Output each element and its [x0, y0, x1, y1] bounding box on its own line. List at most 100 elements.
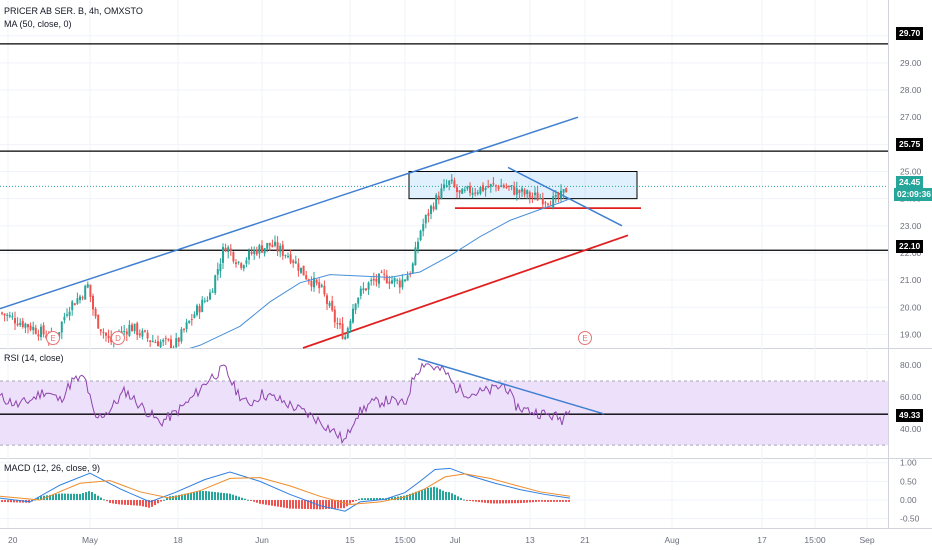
candle-body — [383, 273, 386, 275]
macd-histogram-bar — [184, 493, 186, 501]
candle-body — [359, 288, 362, 296]
macd-histogram-bar — [487, 500, 489, 504]
macd-histogram-bar — [70, 493, 72, 501]
macd-histogram-bar — [361, 498, 363, 501]
macd-histogram-bar — [511, 500, 513, 504]
rsi-band — [0, 381, 888, 446]
macd-histogram-bar — [559, 500, 561, 502]
macd-histogram-bar — [367, 498, 369, 501]
candle-body — [32, 326, 35, 331]
event-marker-label: E — [582, 334, 587, 343]
time-tick-label: Jul — [450, 535, 461, 545]
candle-body — [372, 278, 375, 281]
macd-histogram-bar — [403, 495, 405, 501]
candle-body — [86, 284, 89, 288]
macd-histogram-bar — [427, 487, 429, 501]
candle-body — [68, 311, 71, 316]
macd-histogram-bar — [139, 500, 141, 506]
candle-body — [479, 187, 482, 194]
level-badge-22-10: 22.10 — [896, 240, 924, 253]
macd-histogram-bar — [16, 500, 18, 503]
candle-body — [500, 185, 503, 188]
macd-histogram-bar — [82, 493, 84, 501]
macd-histogram-bar — [433, 486, 435, 501]
macd-histogram-bar — [142, 500, 144, 507]
rsi-tick-label: 60.00 — [900, 392, 922, 402]
macd-histogram-bar — [481, 500, 483, 503]
candle-body — [201, 299, 204, 312]
candle-body — [487, 186, 490, 188]
macd-histogram-bar — [247, 499, 249, 501]
macd-histogram-bar — [148, 500, 150, 508]
macd-histogram-bar — [13, 500, 15, 503]
macd-histogram-bar — [97, 495, 99, 501]
macd-histogram-bar — [448, 492, 450, 501]
macd-histogram-bar — [508, 500, 510, 504]
macd-histogram-bar — [19, 500, 21, 503]
macd-histogram-bar — [208, 491, 210, 501]
macd-line — [0, 467, 571, 512]
candle-body — [29, 325, 32, 330]
candle-body — [92, 296, 94, 310]
macd-histogram-bar — [61, 493, 63, 501]
signal-line — [0, 473, 571, 506]
macd-tick-label: 1.00 — [900, 458, 917, 468]
candle-body — [71, 301, 74, 311]
candle-body — [388, 281, 391, 284]
macd-histogram-bar — [253, 500, 255, 502]
macd-histogram-bar — [424, 488, 426, 501]
macd-histogram-bar — [211, 491, 213, 501]
macd-histogram-bar — [337, 500, 339, 509]
price-tick-label: 20.00 — [900, 302, 922, 312]
macd-histogram-bar — [115, 500, 117, 504]
descending-trendline — [507, 166, 623, 227]
time-tick-label: Sep — [859, 535, 874, 545]
macd-histogram-bar — [85, 492, 87, 501]
candle-body — [193, 314, 196, 318]
price-tick-label: 27.00 — [900, 112, 922, 122]
event-marker-label: D — [115, 334, 121, 343]
candle-body — [315, 279, 318, 284]
candle-body — [211, 291, 214, 293]
candle-body — [417, 241, 419, 249]
time-tick-label: 17 — [757, 535, 767, 545]
candle-body — [170, 339, 172, 348]
macd-histogram-bar — [502, 500, 504, 504]
macd-histogram-bar — [196, 491, 198, 501]
candle-body — [453, 180, 456, 187]
candle-body — [341, 323, 344, 339]
candle-body — [456, 187, 458, 192]
macd-histogram-bar — [262, 500, 264, 505]
macd-histogram-bar — [283, 500, 285, 508]
candle-body — [396, 279, 399, 281]
candle-body — [336, 323, 339, 325]
time-tick-label: 15:00 — [804, 535, 826, 545]
candle-body — [297, 263, 300, 271]
candle-body — [391, 280, 393, 284]
candle-body — [149, 340, 152, 342]
macd-histogram-bar — [517, 500, 519, 504]
candle-body — [235, 262, 237, 265]
candle-body — [222, 247, 224, 263]
candle-body — [560, 190, 562, 199]
macd-histogram-bar — [265, 500, 267, 505]
candle-body — [482, 185, 484, 191]
candle-body — [466, 186, 469, 189]
candle-body — [123, 330, 126, 332]
macd-histogram-bar — [409, 493, 411, 501]
candle-body — [344, 336, 347, 340]
candle-body — [268, 242, 271, 246]
time-tick-label: Jun — [255, 535, 269, 545]
macd-histogram-bar — [355, 500, 357, 502]
candle-body — [141, 330, 144, 337]
macd-histogram-bar — [4, 500, 6, 503]
macd-histogram-bar — [388, 497, 390, 501]
macd-histogram-bar — [145, 500, 147, 508]
macd-histogram-bar — [466, 500, 468, 502]
candle-body — [190, 319, 193, 321]
macd-histogram-bar — [55, 494, 57, 501]
candle-body — [271, 244, 274, 247]
macd-histogram-bar — [88, 491, 90, 501]
macd-histogram-bar — [109, 500, 111, 504]
candle-body — [42, 325, 45, 335]
